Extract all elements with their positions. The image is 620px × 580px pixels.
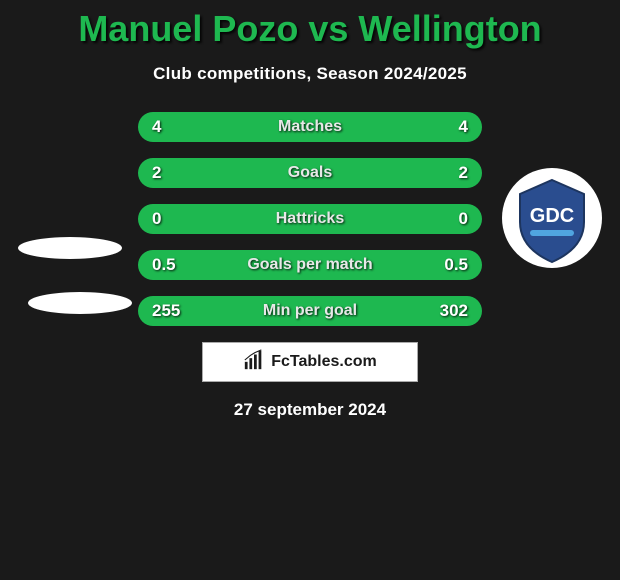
stats-container: 4Matches4 2Goals2 0Hattricks0 0.5Goals per … — [0, 112, 620, 326]
stat-right-value: 0.5 — [428, 255, 468, 275]
stat-row: 0.5Goals per match0.5 — [138, 250, 482, 280]
stat-label: Goals per match — [192, 256, 428, 274]
stat-label: Hattricks — [192, 210, 428, 228]
stat-left-value: 2 — [152, 163, 192, 183]
stat-label: Min per goal — [192, 302, 428, 320]
stat-row: 0Hattricks0 — [138, 204, 482, 234]
subtitle: Club competitions, Season 2024/2025 — [0, 64, 620, 84]
stat-row: 4Matches4 — [138, 112, 482, 142]
stat-left-value: 4 — [152, 117, 192, 137]
brand-box[interactable]: FcTables.com — [202, 342, 418, 382]
page-title: Manuel Pozo vs Wellington — [0, 0, 620, 50]
stat-right-value: 302 — [428, 301, 468, 321]
stat-right-value: 4 — [428, 117, 468, 137]
stat-label: Goals — [192, 164, 428, 182]
stat-left-value: 0.5 — [152, 255, 192, 275]
stat-row: 2Goals2 — [138, 158, 482, 188]
stat-row: 255Min per goal302 — [138, 296, 482, 326]
stat-label: Matches — [192, 118, 428, 136]
stat-right-value: 2 — [428, 163, 468, 183]
stat-right-value: 0 — [428, 209, 468, 229]
brand-text: FcTables.com — [271, 353, 377, 371]
stat-left-value: 0 — [152, 209, 192, 229]
bar-chart-icon — [243, 349, 265, 376]
date-text: 27 september 2024 — [0, 400, 620, 420]
stat-left-value: 255 — [152, 301, 192, 321]
